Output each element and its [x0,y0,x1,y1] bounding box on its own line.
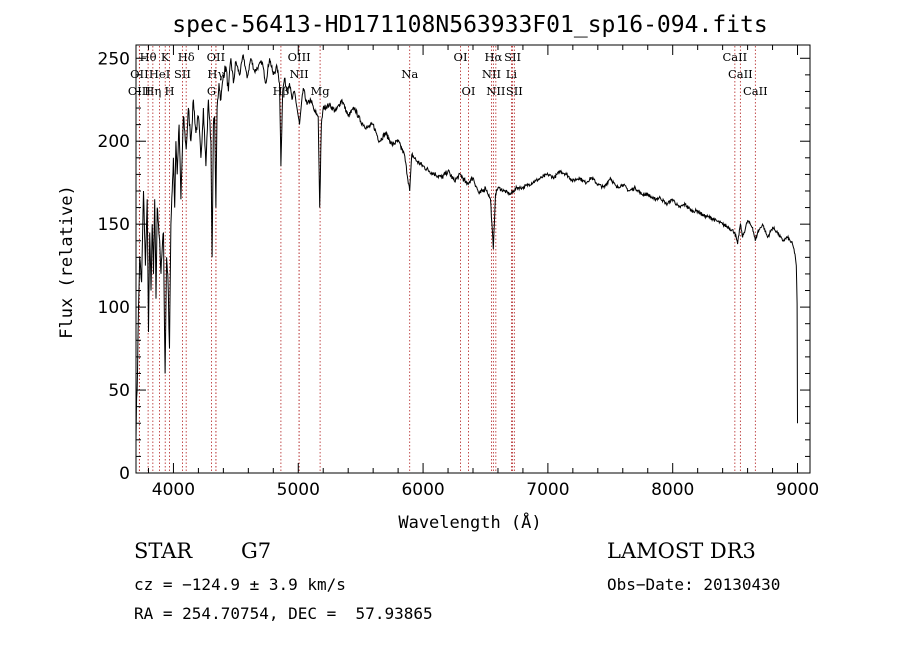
x-tick-label-0: 4000 [152,480,195,500]
x-tick-label-1: 5000 [277,480,320,500]
x-tick-label-3: 7000 [526,480,569,500]
line-label-4: OIII [288,50,311,64]
x-tick-label-2: 6000 [401,480,444,500]
line-label-8: SII [504,50,521,64]
line-label-13: Hγ [207,67,224,81]
y-axis-label: Flux (relative) [57,185,77,339]
line-label-2: Hδ [178,50,195,64]
chart-title: spec-56413-HD171108N563933F01_sp16-094.f… [172,12,767,38]
y-axis-ticks: 0 50 100 150 200 250 [98,49,810,484]
line-label-21: G [207,84,216,98]
line-label-17: CaII [728,67,753,81]
object-type: STAR [134,539,193,563]
observation-date: Obs−Date: 20130430 [607,575,781,594]
line-label-10: OII [130,67,149,81]
line-label-19: Hη [144,84,161,98]
line-label-7: Hα [484,50,502,64]
line-label-22: Hβ [273,84,290,98]
survey-name: LAMOST DR3 [607,539,756,563]
spectral-line-markers [138,46,756,472]
line-label-14: NII [290,67,309,81]
object-subclass: G7 [241,539,272,563]
line-label-15: NII [482,67,501,81]
x-tick-label-4: 8000 [651,480,694,500]
line-label-9: CaII [722,50,747,64]
spectrum-line [135,54,798,440]
line-label-1: K [161,50,170,64]
redshift-info: cz = −124.9 ± 3.9 km/s [134,575,346,594]
line-label-12: SII [174,67,191,81]
line-label-26: SII [506,84,523,98]
coordinates: RA = 254.70754, DEC = 57.93865 [134,604,433,623]
y-tick-label-4: 200 [98,132,130,152]
line-label-16: Li [506,67,518,81]
line-label-5: Na [401,67,418,81]
line-label-3: OII [207,50,226,64]
y-tick-label-0: 0 [119,464,130,484]
y-tick-label-2: 100 [98,298,130,318]
line-label-6: OI [454,50,468,64]
line-label-20: H [165,84,175,98]
line-label-27: CaII [743,84,768,98]
plot-frame [135,44,811,474]
line-label-23: Mg [311,84,331,98]
x-axis-label: Wavelength (Å) [398,511,541,533]
line-label-24: OI [462,84,476,98]
y-tick-label-5: 250 [98,49,130,69]
line-label-25: NII [486,84,505,98]
x-axis-ticks: 4000 5000 6000 7000 8000 9000 [147,45,819,500]
x-tick-label-5: 9000 [776,480,819,500]
line-label-11: HeI [149,67,170,81]
y-tick-label-3: 150 [98,215,130,235]
y-tick-label-1: 50 [108,381,130,401]
line-label-0: Hθ [140,50,157,64]
